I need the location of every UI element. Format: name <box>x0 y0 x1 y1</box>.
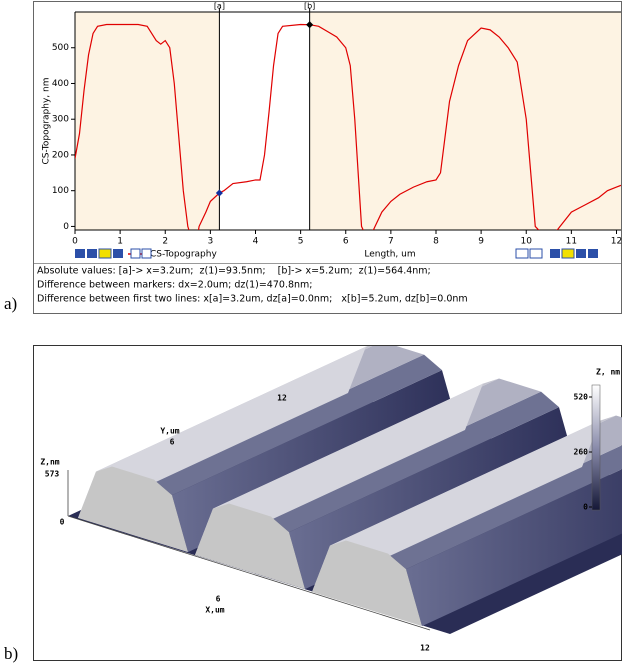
x-axis-label: Length, um <box>364 250 415 260</box>
button[interactable] <box>562 249 574 258</box>
y-tick-label: 200 <box>52 150 69 160</box>
plot-background <box>75 12 621 230</box>
colorbar <box>592 385 600 510</box>
marker-label: [a] <box>214 2 225 11</box>
x-tick-label: 11 <box>566 237 577 247</box>
panel-label: a) <box>4 294 17 313</box>
x-tick-label: 2 <box>162 237 168 247</box>
button[interactable] <box>75 249 85 258</box>
x-tick-label: 1 <box>117 237 123 247</box>
x-tick-label: 10 <box>521 237 533 247</box>
y-axis-tick: 6 <box>170 438 175 447</box>
y-tick-label: 500 <box>52 43 69 53</box>
legend-label: CS-Topography <box>150 250 217 260</box>
x-axis-tick: 6 <box>216 595 221 604</box>
x-tick-label: 0 <box>72 237 78 247</box>
button[interactable] <box>87 249 97 258</box>
button[interactable] <box>576 249 586 258</box>
colorbar-title: Z, nm <box>596 368 620 377</box>
marker-label: [b] <box>304 2 315 11</box>
panel-label: b) <box>4 644 18 663</box>
x-tick-label: 7 <box>388 237 394 247</box>
button[interactable] <box>516 249 528 258</box>
x-axis-tick: 12 <box>420 644 430 653</box>
x-tick-label: 3 <box>208 237 214 247</box>
marker-region <box>219 12 309 230</box>
status-line: Difference between markers: dx=2.0um; dz… <box>37 280 312 291</box>
button[interactable] <box>530 249 542 258</box>
x-tick-label: 9 <box>478 237 484 247</box>
colorbar-tick-label: 0 <box>583 503 588 512</box>
button[interactable] <box>113 249 123 258</box>
figure: 01002003004005000123456789101112CS-Topog… <box>0 0 623 663</box>
x-axis-label: X,um <box>205 606 224 615</box>
x-tick-label: 4 <box>253 237 259 247</box>
y-axis-tick: 12 <box>277 394 287 403</box>
button[interactable] <box>550 249 560 258</box>
y-tick-label: 400 <box>52 79 69 89</box>
x-tick-label: 6 <box>343 237 349 247</box>
button[interactable] <box>142 249 151 258</box>
y-tick-label: 300 <box>52 115 69 125</box>
status-line: Difference between first two lines: x[a]… <box>37 294 468 305</box>
colorbar-tick-label: 520 <box>574 393 589 402</box>
x-tick-label: 12 <box>611 237 622 247</box>
x-tick-label: 5 <box>298 237 304 247</box>
button[interactable] <box>588 249 598 258</box>
y-tick-label: 100 <box>52 186 69 196</box>
z-axis-label: Z,nm <box>40 458 59 467</box>
y-tick-label: 0 <box>63 222 69 232</box>
z-axis-max: 573 <box>45 470 60 479</box>
y-axis-label: CS-Topography, nm <box>42 78 52 165</box>
status-line: Absolute values: [a]-> x=3.2um; z(1)=93.… <box>37 266 431 277</box>
y-axis-label: Y,um <box>160 427 179 436</box>
button[interactable] <box>99 249 111 258</box>
z-axis-min: 0 <box>60 518 65 527</box>
x-tick-label: 8 <box>433 237 439 247</box>
colorbar-tick-label: 260 <box>574 448 589 457</box>
button[interactable] <box>131 249 140 258</box>
